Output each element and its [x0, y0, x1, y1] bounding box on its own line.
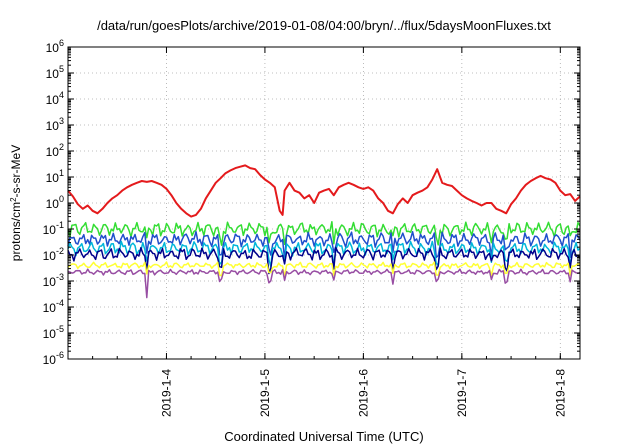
- series-line-5: [67, 246, 581, 275]
- y-tick-label: 10-2: [43, 246, 64, 263]
- series-line-6: [67, 261, 581, 278]
- y-tick-label: 100: [46, 194, 64, 211]
- y-tick-label: 104: [46, 90, 64, 107]
- x-tick-label: 2019-1-6: [356, 369, 370, 417]
- series-line-3: [67, 230, 581, 261]
- x-tick-label: 2019-1-8: [553, 369, 567, 417]
- x-tick-label: 2019-1-7: [455, 369, 469, 417]
- x-axis-label: Coordinated Universal Time (UTC): [224, 429, 423, 444]
- series-lines: [67, 164, 581, 299]
- series-line-2: [67, 220, 581, 246]
- y-tick-label: 10-1: [43, 220, 64, 237]
- y-tick-label: 10-5: [43, 324, 64, 341]
- y-tick-label: 101: [46, 168, 64, 185]
- series-line-7: [67, 268, 581, 299]
- y-tick-label: 10-3: [43, 272, 64, 289]
- series-line-4: [67, 240, 581, 268]
- series-line-1: [67, 164, 581, 218]
- y-tick-label: 10-4: [43, 298, 64, 315]
- y-axis-label: protons/cm2-s-sr-MeV: [9, 145, 24, 261]
- y-tick-label: 105: [46, 64, 64, 81]
- y-tick-label: 103: [46, 116, 64, 133]
- y-tick-label: 10-6: [43, 350, 64, 367]
- x-tick-label: 2019-1-5: [258, 369, 272, 417]
- y-tick-label: 102: [46, 142, 64, 159]
- y-axis: 10-6 10-5 10-4 10-3 10-2 10-1 100 101 102 103 104 1…: [43, 38, 580, 367]
- chart-title: /data/run/goesPlots/archive/2019-01-08/0…: [97, 18, 551, 33]
- x-axis: 2019-1-4 2019-1-5 2019-1-6 2019-1-7 2019-1-8: [67, 47, 567, 417]
- x-tick-label: 2019-1-4: [159, 369, 173, 417]
- y-tick-label: 106: [46, 38, 64, 55]
- grid-lines: [68, 47, 580, 359]
- y-axis-label-rest: -s-sr-MeV: [9, 145, 23, 198]
- y-axis-label-base: protons/cm: [9, 202, 23, 261]
- y-axis-label-sup: 2: [9, 197, 18, 202]
